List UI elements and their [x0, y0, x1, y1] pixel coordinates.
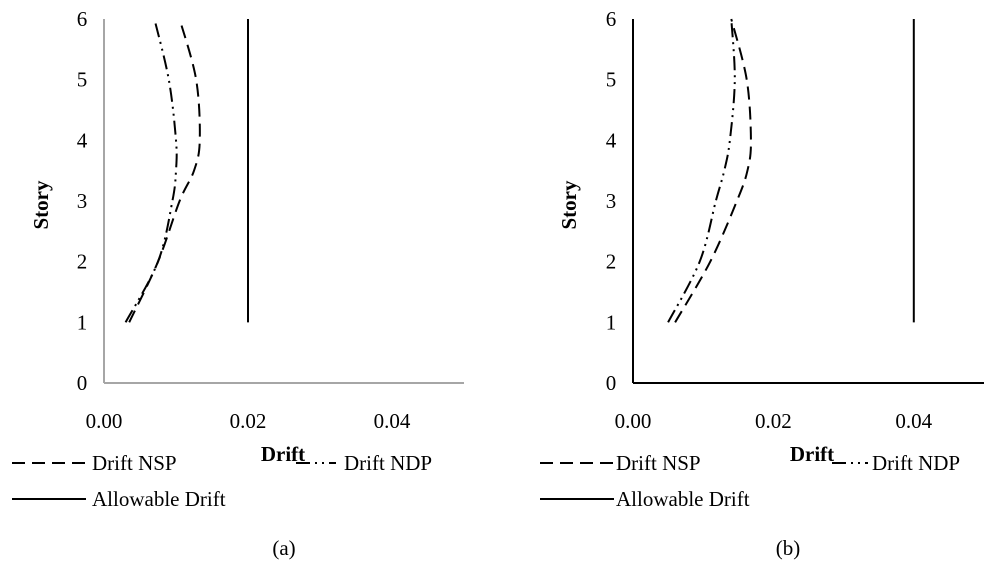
x-tick-label: 0.00 — [86, 409, 123, 433]
series-line-drift-nsp — [128, 18, 201, 323]
x-tick-label: 0.02 — [230, 409, 267, 433]
x-tick-label: 0.02 — [755, 409, 792, 433]
series-line-drift-nsp — [674, 18, 752, 323]
y-tick-label: 5 — [606, 68, 617, 92]
y-axis-title: Story — [29, 180, 53, 229]
legend-label: Drift NDP — [872, 451, 960, 475]
y-tick-label: 3 — [77, 189, 88, 213]
series-line-drift-ndp — [124, 18, 178, 323]
y-tick-label: 2 — [77, 250, 88, 274]
series-line-drift-ndp — [667, 18, 736, 323]
panel-caption: (a) — [272, 536, 295, 560]
y-tick-label: 4 — [77, 128, 88, 152]
y-tick-label: 0 — [77, 371, 88, 395]
y-tick-label: 2 — [606, 250, 617, 274]
y-tick-label: 6 — [77, 7, 88, 31]
legend-label: Allowable Drift — [616, 487, 750, 511]
x-tick-label: 0.00 — [615, 409, 652, 433]
y-tick-label: 6 — [606, 7, 617, 31]
y-tick-label: 1 — [77, 310, 88, 334]
chart-panel-2: 0 1 2 3 4 5 6 0.00 0.02 0.04 Story Drift Drift NSP Dr… — [540, 7, 984, 560]
panel-caption: (b) — [776, 536, 801, 560]
x-tick-label: 0.04 — [895, 409, 932, 433]
legend-label: Drift NDP — [344, 451, 432, 475]
y-tick-label: 3 — [606, 189, 617, 213]
legend-label: Drift NSP — [616, 451, 701, 475]
legend-label: Drift NSP — [92, 451, 177, 475]
y-tick-label: 5 — [77, 68, 88, 92]
y-tick-label: 1 — [606, 310, 617, 334]
x-axis-title: Drift — [790, 442, 834, 466]
x-tick-label: 0.04 — [374, 409, 411, 433]
y-tick-label: 0 — [606, 371, 617, 395]
y-axis-title: Story — [557, 180, 581, 229]
y-tick-label: 4 — [606, 128, 617, 152]
legend-label: Allowable Drift — [92, 487, 226, 511]
